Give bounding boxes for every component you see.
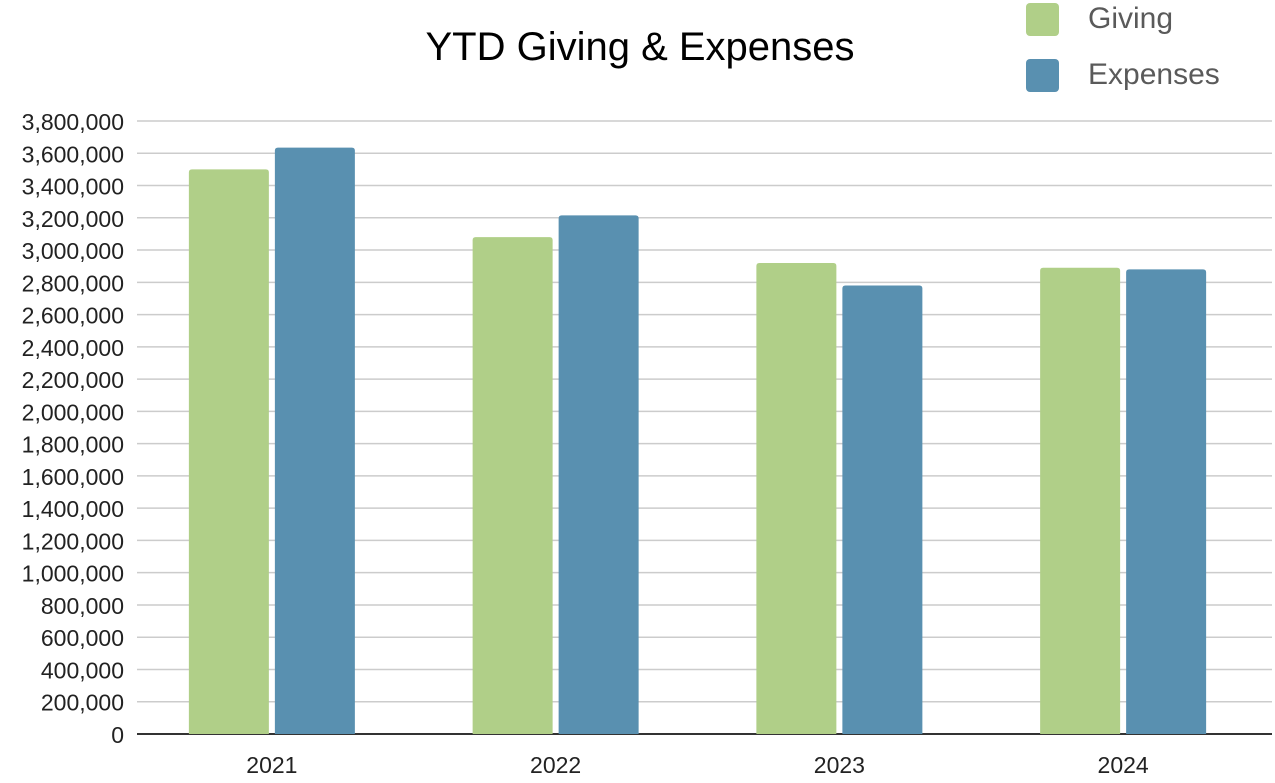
y-tick-label: 400,000	[41, 657, 124, 683]
x-axis-tick-labels: 2021 2022 2023 2024	[246, 752, 1149, 778]
y-axis-tick-labels: 0 200,000 400,000 600,000 800,000 1,000,000 1,…	[22, 109, 124, 748]
y-tick-label: 3,000,000	[22, 238, 124, 264]
y-tick-label: 1,000,000	[22, 561, 124, 587]
y-tick-label: 200,000	[41, 690, 124, 716]
legend-label-expenses: Expenses	[1088, 58, 1220, 91]
legend-swatch-expenses	[1026, 59, 1059, 92]
y-tick-label: 0	[111, 722, 124, 748]
y-tick-label: 2,800,000	[22, 270, 124, 296]
bar-expenses-2022	[558, 215, 639, 734]
x-tick-label: 2022	[530, 752, 581, 778]
y-tick-label: 1,800,000	[22, 432, 124, 458]
y-tick-label: 1,200,000	[22, 528, 124, 554]
y-tick-label: 3,600,000	[22, 141, 124, 167]
y-tick-label: 2,000,000	[22, 399, 124, 425]
y-tick-label: 600,000	[41, 625, 124, 651]
bar-giving-2021	[188, 169, 269, 735]
legend: Giving Expenses	[1026, 2, 1220, 92]
x-tick-label: 2024	[1098, 752, 1149, 778]
y-tick-label: 3,200,000	[22, 206, 124, 232]
y-tick-label: 2,600,000	[22, 303, 124, 329]
legend-label-giving: Giving	[1088, 2, 1173, 35]
bar-giving-2024	[1040, 267, 1121, 734]
y-tick-label: 3,400,000	[22, 174, 124, 200]
chart-title: YTD Giving & Expenses	[425, 25, 854, 69]
bar-giving-2023	[756, 262, 837, 734]
legend-swatch-giving	[1026, 3, 1059, 36]
bar-expenses-2023	[842, 285, 923, 734]
bars	[188, 147, 1207, 735]
bar-giving-2022	[472, 237, 553, 734]
x-tick-label: 2023	[814, 752, 865, 778]
y-tick-label: 2,400,000	[22, 335, 124, 361]
bar-expenses-2021	[274, 147, 355, 734]
y-tick-label: 1,600,000	[22, 464, 124, 490]
y-tick-label: 800,000	[41, 593, 124, 619]
x-tick-label: 2021	[246, 752, 297, 778]
y-tick-label: 3,800,000	[22, 109, 124, 135]
y-tick-label: 1,400,000	[22, 496, 124, 522]
bar-expenses-2024	[1126, 269, 1207, 734]
y-tick-label: 2,200,000	[22, 367, 124, 393]
